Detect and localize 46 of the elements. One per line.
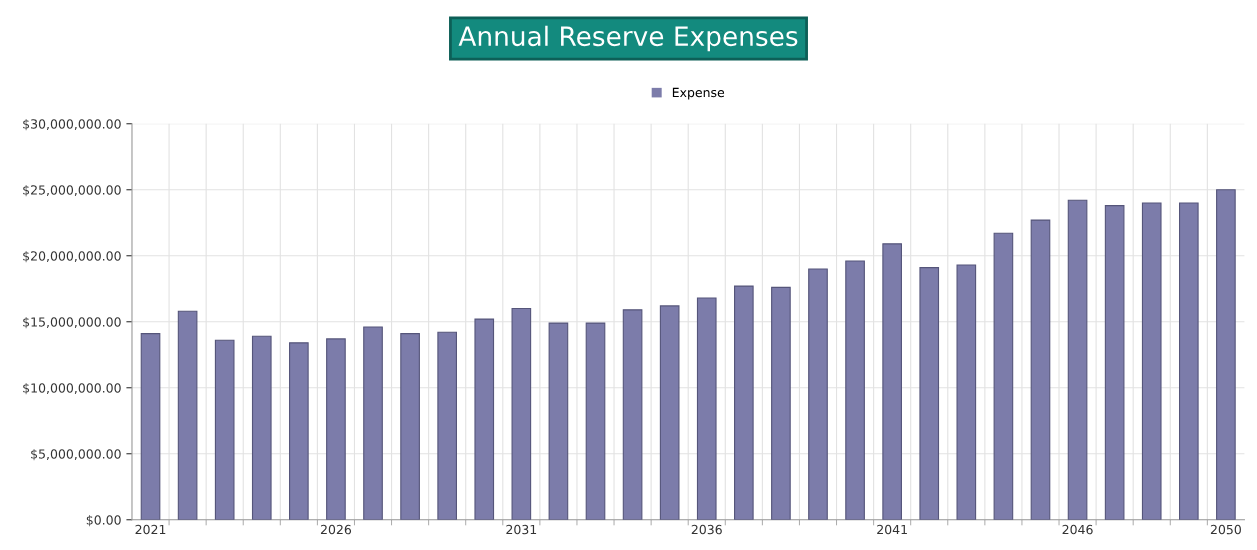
bar <box>214 339 235 520</box>
bar <box>882 243 902 520</box>
bar <box>474 318 495 520</box>
bar <box>289 342 309 520</box>
chart-title: Annual Reserve Expenses <box>458 25 798 52</box>
bar <box>548 322 569 520</box>
bar <box>511 307 532 520</box>
bar <box>1067 199 1088 520</box>
bar <box>585 322 606 520</box>
y-tick-label: $30,000,000.00 <box>23 119 121 131</box>
bar <box>919 267 940 520</box>
bar <box>326 338 346 520</box>
y-tick-label: $5,000,000.00 <box>31 449 121 461</box>
legend-label: Expense <box>672 87 725 100</box>
bar <box>993 232 1014 520</box>
x-tick-label: 2021 <box>135 524 166 535</box>
bar <box>771 286 791 520</box>
y-tick-label: $25,000,000.00 <box>23 185 121 197</box>
bar <box>1178 202 1199 520</box>
x-tick-label: 2046 <box>1062 524 1093 535</box>
bar <box>659 305 680 520</box>
bar <box>622 309 643 520</box>
bar <box>808 268 828 520</box>
x-tick-label: 2026 <box>320 524 352 535</box>
bar <box>1030 219 1051 520</box>
bar <box>140 333 161 520</box>
bar <box>1104 205 1125 520</box>
bar <box>696 297 717 520</box>
bar <box>437 331 458 520</box>
bar <box>363 326 383 520</box>
bar <box>734 285 754 520</box>
bar <box>1216 189 1236 520</box>
bar <box>1141 202 1162 520</box>
bar <box>400 333 420 520</box>
x-tick-label: 2050 <box>1210 524 1241 535</box>
y-tick-label: $15,000,000.00 <box>23 317 121 329</box>
x-tick-label: 2036 <box>691 524 722 535</box>
bar <box>845 260 865 520</box>
x-tick-label: 2031 <box>506 524 537 535</box>
bar <box>956 264 977 520</box>
x-tick-label: 2041 <box>877 524 907 535</box>
y-tick-label: $0.00 <box>86 515 121 527</box>
bar <box>251 335 272 520</box>
bar <box>177 310 198 520</box>
y-tick-label: $20,000,000.00 <box>23 251 121 263</box>
y-tick-label: $10,000,000.00 <box>23 383 121 395</box>
